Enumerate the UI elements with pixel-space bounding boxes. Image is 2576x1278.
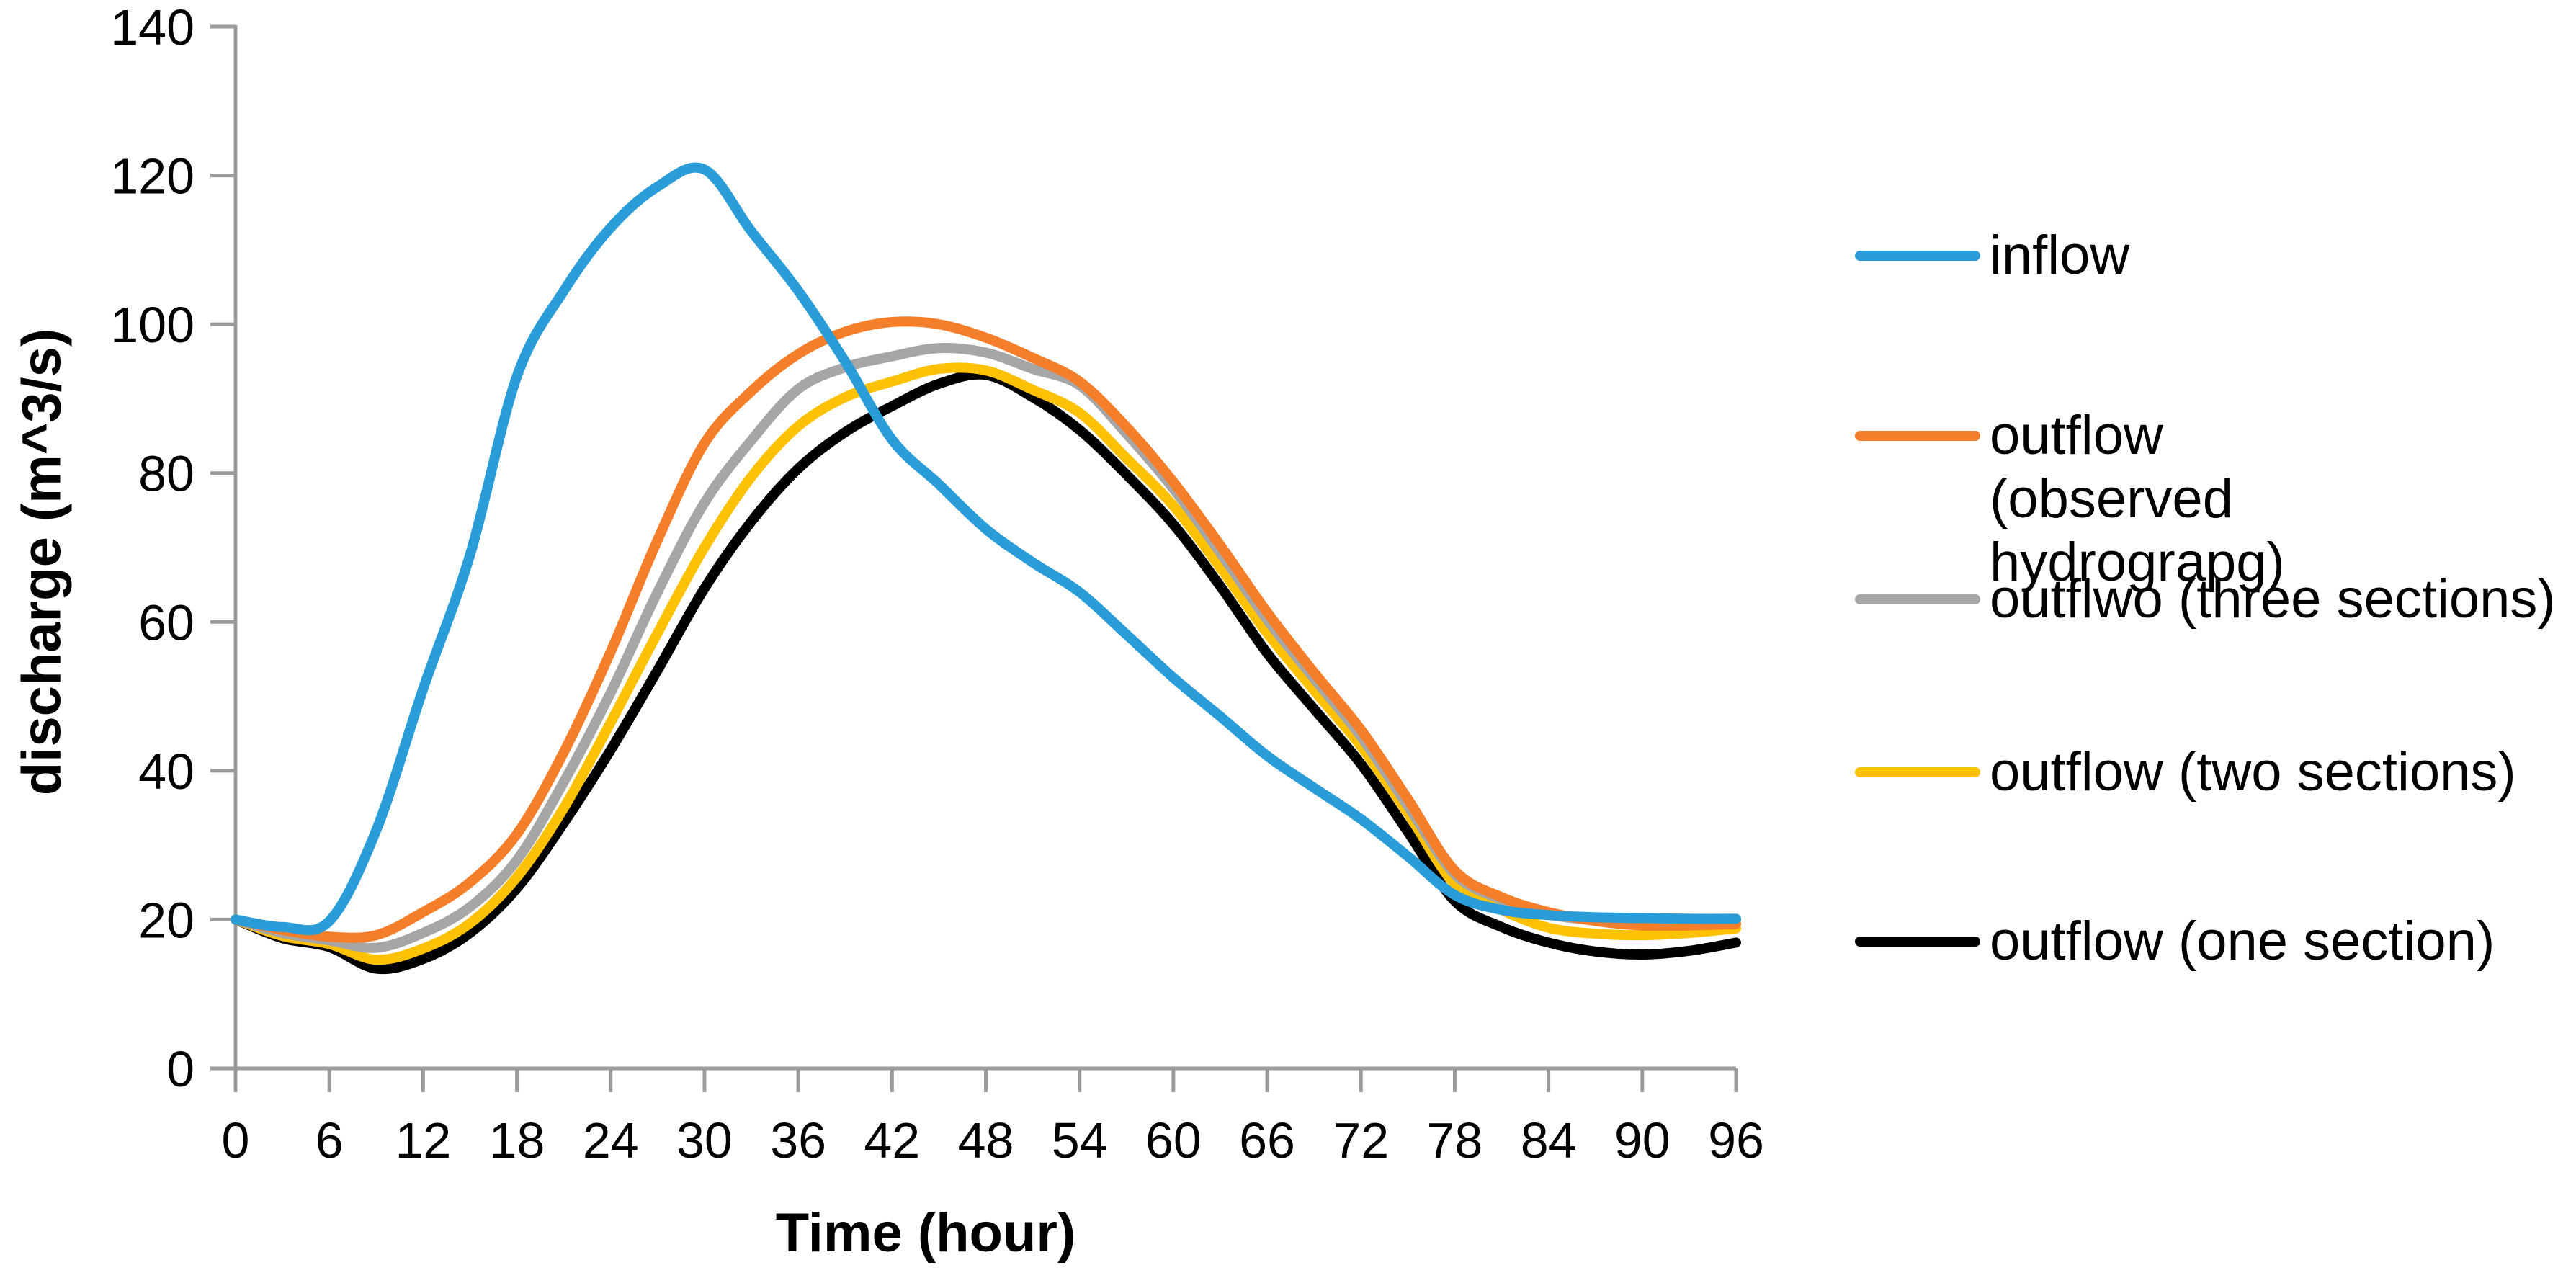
x-tick-label: 90 — [1614, 1112, 1671, 1168]
x-tick-label: 0 — [222, 1112, 250, 1168]
outflow-three-sections-line-swatch — [1855, 594, 1980, 604]
x-tick-label: 66 — [1239, 1112, 1295, 1168]
legend-item-outflow-two-sections: outflow (two sections) — [1855, 741, 2516, 804]
y-tick-label: 140 — [110, 0, 194, 55]
series-line-outflow-observed-hydrograpg — [231, 316, 1741, 943]
legend-item-outflow-one-section: outflow (one section) — [1855, 910, 2495, 973]
x-tick-label: 60 — [1145, 1112, 1202, 1168]
x-tick-label: 78 — [1427, 1112, 1483, 1168]
y-tick-label: 0 — [166, 1041, 194, 1097]
y-tick-label: 100 — [110, 297, 194, 353]
series-line-outflow-one-section — [231, 369, 1741, 975]
outflow-one-section-line-swatch — [1855, 937, 1980, 947]
y-tick-label: 40 — [138, 743, 194, 800]
inflow-line-swatch — [1855, 251, 1980, 261]
x-tick-label: 30 — [676, 1112, 733, 1168]
y-tick-label: 120 — [110, 148, 194, 205]
x-tick-label: 48 — [958, 1112, 1014, 1168]
chart-legend: inflow outflow (observed hydrograpg) out… — [1855, 0, 2576, 1278]
legend-item-outflow-observed: outflow (observed hydrograpg) — [1855, 404, 2392, 594]
x-tick-label: 18 — [489, 1112, 545, 1168]
x-tick-label: 42 — [864, 1112, 920, 1168]
y-tick-label: 60 — [138, 594, 194, 651]
x-tick-label: 96 — [1708, 1112, 1764, 1168]
series-line-outflwo-three-sections — [231, 343, 1741, 953]
legend-item-outflow-three-sections: outflwo (three sections) — [1855, 568, 2556, 631]
series-line-inflow — [231, 162, 1741, 936]
x-axis-title: Time (hour) — [775, 1202, 1076, 1264]
outflow-two-sections-line-swatch — [1855, 767, 1980, 777]
x-tick-label: 6 — [316, 1112, 344, 1168]
x-tick-label: 24 — [583, 1112, 639, 1168]
y-tick-label: 20 — [138, 892, 194, 948]
x-tick-label: 72 — [1333, 1112, 1389, 1168]
series-line-outflow-two-sections — [231, 362, 1741, 965]
legend-item-inflow: inflow — [1855, 224, 2129, 287]
legend-label: outflow (observed hydrograpg) — [1990, 405, 2285, 593]
legend-label: outflow (one section) — [1990, 911, 2495, 972]
legend-label: inflow — [1990, 225, 2130, 286]
y-axis-title: discharge (m^3/s) — [11, 328, 73, 796]
outflow-observed-line-swatch — [1855, 431, 1980, 441]
legend-label: outflwo (three sections) — [1990, 568, 2556, 630]
x-tick-label: 12 — [395, 1112, 451, 1168]
x-tick-label: 36 — [770, 1112, 826, 1168]
y-tick-label: 80 — [138, 446, 194, 502]
x-tick-label: 84 — [1521, 1112, 1577, 1168]
legend-label: outflow (two sections) — [1990, 741, 2516, 803]
x-tick-label: 54 — [1052, 1112, 1108, 1168]
